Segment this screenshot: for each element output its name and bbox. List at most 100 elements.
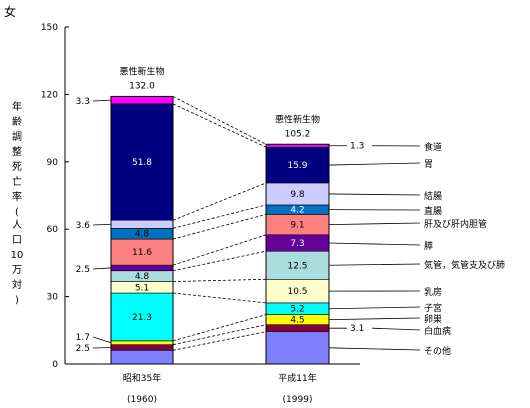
y-axis-label-char: ) [15, 295, 19, 306]
data-label-leader [92, 99, 112, 102]
bar-segment [110, 103, 174, 221]
legend-leader [371, 327, 421, 331]
bar-total: 105.2 [285, 129, 311, 139]
data-label: 1.7 [76, 333, 90, 343]
data-label: 4.8 [135, 272, 150, 282]
data-label-leader [92, 223, 112, 226]
bar-segment [265, 250, 330, 280]
bar-segment [110, 344, 174, 351]
legend-leader [328, 347, 421, 351]
y-axis-label-char: 年 [12, 100, 22, 113]
data-label: 5.2 [290, 305, 304, 315]
y-axis-label-char: 人 [12, 219, 22, 231]
data-label: 3.6 [76, 221, 91, 231]
data-label: 12.5 [287, 261, 307, 271]
y-axis-label-char: 調 [12, 130, 22, 143]
connector-line [172, 204, 267, 229]
data-label: 9.8 [290, 190, 305, 200]
y-tick-label: 30 [47, 293, 59, 303]
y-axis-label-char: ( [15, 207, 19, 218]
y-tick-label: 0 [52, 360, 58, 370]
data-label: 4.5 [290, 316, 304, 326]
y-axis-label-char: 万 [12, 265, 22, 276]
data-label: 9.1 [290, 221, 304, 231]
data-label-leader [92, 336, 112, 344]
data-label: 2.5 [76, 344, 90, 354]
legend-label: 胃 [424, 159, 433, 170]
connector-line [172, 250, 267, 272]
connector-line [172, 324, 267, 346]
legend-label: 直腸 [424, 205, 442, 217]
y-axis-label-char: 口 [12, 235, 22, 246]
data-label: 15.9 [287, 161, 307, 171]
data-label: 4.2 [290, 206, 304, 216]
legend-label: 食道 [424, 141, 442, 153]
legend-leader [328, 193, 421, 196]
legend-label: 肝及び肝内胆管 [424, 218, 487, 230]
category-label: 平成11年 [278, 372, 316, 384]
legend-label: 気管，気管支及び肺 [424, 259, 505, 271]
bars [110, 95, 330, 365]
y-tick-label: 120 [41, 90, 58, 100]
data-label: 10.5 [287, 287, 307, 297]
legend-leader [328, 306, 421, 310]
y-axis-label-char: 死 [12, 162, 22, 173]
bar-outline [265, 143, 330, 365]
connector-line [172, 96, 267, 145]
connector-line [172, 278, 267, 282]
legend-label: 白血病 [424, 325, 451, 337]
data-label: 3.1 [350, 324, 364, 334]
data-label: 11.6 [132, 248, 152, 258]
y-axis-label-char: 整 [12, 145, 22, 158]
data-label: 4.8 [135, 230, 150, 240]
connector-line [172, 234, 267, 266]
legend-label: 結腸 [424, 190, 442, 202]
connector-line [172, 213, 267, 240]
bar-header: 悪性新生物 [119, 65, 164, 77]
data-label: 5.1 [135, 283, 149, 293]
legend-label: 膵 [424, 241, 433, 252]
legend-leader [328, 222, 421, 225]
y-tick-label: 60 [47, 225, 59, 235]
connector-line [172, 331, 267, 351]
data-label: 51.8 [132, 158, 152, 168]
data-label-leader [92, 267, 112, 270]
bar-segment [265, 324, 330, 332]
data-label: 2.5 [76, 265, 90, 275]
connector-lines [172, 96, 267, 351]
category-label: 昭和35年 [123, 372, 161, 384]
bar-segment [110, 349, 174, 365]
y-tick-label: 90 [47, 158, 59, 168]
bar-segment [110, 238, 174, 266]
legend-label: 卵巣 [424, 313, 442, 325]
data-label-leader [92, 347, 112, 349]
chart-title: 女 [4, 4, 16, 19]
y-axis-label-char: 亡 [12, 175, 22, 188]
bar-header: 悪性新生物 [275, 113, 320, 125]
y-axis-label-char: 対 [12, 278, 22, 291]
legend-leader [328, 263, 421, 266]
data-label: 7.3 [290, 239, 304, 249]
bar-total: 132.0 [129, 81, 155, 91]
legend-leader [328, 242, 421, 246]
legend-label: 乳房 [424, 286, 442, 298]
category-sublabel: (1960) [127, 395, 157, 405]
data-labels: 2.5 3.1 1.7 4.5 21.3 5.2 5.1 10.5 4.8 12.5 2.5 7.3 1… [76, 65, 365, 354]
legend-leader [328, 317, 421, 321]
connector-line [172, 103, 267, 148]
bar-segment [265, 331, 330, 365]
data-label: 21.3 [132, 313, 152, 323]
bar-segment [110, 340, 174, 345]
connector-line [172, 292, 267, 304]
connector-line [172, 314, 267, 342]
legend-leader [328, 162, 421, 166]
legend-label: 子宮 [424, 302, 442, 314]
y-axis-label-char: 齢 [12, 115, 22, 128]
y-axis-label-char: 10 [11, 250, 24, 261]
connector-line [172, 182, 267, 221]
legend-label: その他 [424, 345, 451, 357]
